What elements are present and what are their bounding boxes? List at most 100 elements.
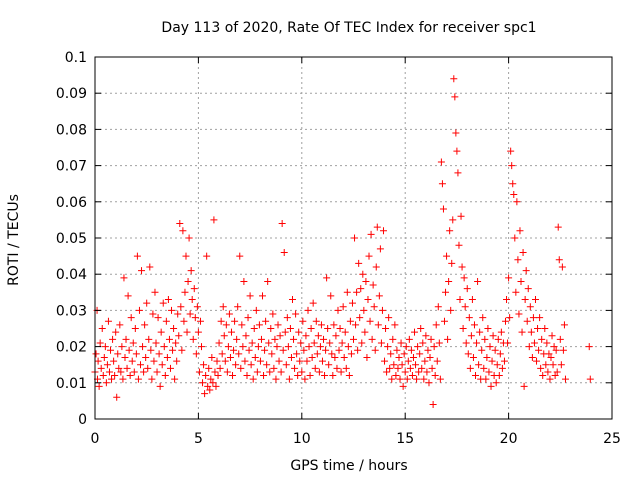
data-point	[205, 364, 213, 372]
data-point	[263, 361, 271, 369]
data-point	[328, 350, 336, 358]
data-point	[512, 288, 520, 296]
data-point	[324, 325, 332, 332]
data-point	[196, 317, 204, 325]
data-point	[415, 368, 423, 376]
data-point	[279, 346, 287, 354]
data-point	[407, 346, 415, 354]
data-point	[491, 346, 499, 354]
data-point	[186, 310, 194, 318]
data-point	[442, 288, 450, 296]
data-point	[359, 270, 367, 278]
data-point	[209, 379, 217, 387]
data-point	[171, 375, 179, 383]
data-point	[586, 375, 594, 383]
data-point	[288, 296, 296, 304]
data-point	[446, 227, 454, 235]
data-point	[325, 361, 333, 369]
data-point	[293, 350, 301, 358]
data-point	[560, 321, 568, 329]
data-point	[432, 321, 440, 329]
data-point	[332, 332, 340, 340]
data-point	[497, 328, 505, 336]
data-point	[546, 375, 554, 383]
data-point	[381, 357, 389, 365]
data-point	[237, 364, 245, 372]
data-point	[200, 361, 208, 369]
data-point	[208, 353, 216, 361]
data-point	[551, 372, 559, 380]
data-point	[219, 303, 227, 311]
data-point	[207, 375, 215, 383]
data-point	[187, 267, 195, 275]
data-point	[150, 357, 158, 365]
data-point	[456, 296, 464, 304]
data-point	[399, 382, 407, 390]
data-point	[344, 343, 352, 351]
data-point	[182, 252, 190, 260]
data-point	[480, 364, 488, 372]
data-point	[261, 346, 269, 354]
data-point	[542, 361, 550, 369]
data-point	[437, 158, 445, 166]
data-point	[397, 339, 405, 347]
data-point	[138, 267, 146, 275]
data-point	[548, 332, 556, 340]
y-tick-label: 0.09	[56, 86, 87, 102]
data-point	[303, 357, 311, 365]
data-point	[117, 368, 125, 376]
data-point	[119, 375, 127, 383]
data-point	[585, 343, 593, 351]
data-point	[375, 292, 383, 300]
data-point	[110, 357, 118, 365]
data-point	[140, 368, 148, 376]
data-point	[172, 339, 180, 347]
data-point	[220, 332, 228, 340]
data-point	[154, 314, 162, 322]
data-point	[523, 317, 531, 325]
data-point	[493, 361, 501, 369]
data-point	[215, 339, 223, 347]
data-point	[498, 364, 506, 372]
data-point	[250, 325, 258, 332]
data-point	[373, 223, 381, 231]
y-tick-label: 0.06	[56, 195, 87, 211]
data-point	[478, 346, 486, 354]
data-point	[545, 350, 553, 358]
data-point	[340, 353, 348, 361]
data-point	[192, 350, 200, 358]
data-point	[139, 343, 147, 351]
data-point	[159, 299, 167, 307]
data-point	[296, 357, 304, 365]
data-point	[363, 353, 371, 361]
data-point	[539, 372, 547, 380]
data-point	[278, 220, 286, 228]
data-point	[389, 335, 397, 343]
data-point	[482, 375, 490, 383]
data-point	[248, 339, 256, 347]
data-point	[108, 375, 116, 383]
data-point	[136, 361, 144, 369]
x-tick-label: 15	[396, 431, 414, 447]
data-point	[556, 335, 564, 343]
data-point	[168, 306, 176, 314]
data-point	[156, 382, 164, 390]
data-point	[223, 368, 231, 376]
data-point	[487, 382, 495, 390]
data-point	[286, 325, 294, 332]
x-tick-label: 10	[293, 431, 311, 447]
y-tick-label: 0.03	[56, 303, 87, 319]
data-point	[452, 129, 460, 137]
data-point	[424, 346, 432, 354]
data-point	[125, 346, 133, 354]
data-point	[362, 277, 370, 285]
data-point	[121, 353, 129, 361]
data-point	[522, 267, 530, 275]
data-point	[112, 328, 120, 336]
data-point	[402, 343, 410, 351]
data-point	[533, 357, 541, 365]
data-point	[104, 317, 112, 325]
x-tick-label: 20	[500, 431, 518, 447]
data-point	[97, 364, 105, 372]
data-point	[429, 401, 437, 409]
